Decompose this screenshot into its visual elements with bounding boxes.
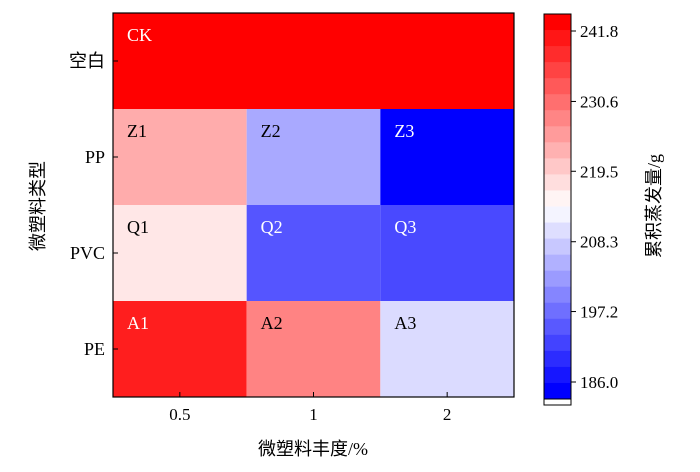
colorbar-swatch — [544, 46, 571, 63]
colorbar-swatch — [544, 222, 571, 240]
heatmap-cell-a1 — [113, 301, 247, 397]
heatmap-cell-z1 — [113, 109, 247, 205]
colorbar-swatch — [544, 126, 571, 143]
colorbar-swatch — [544, 286, 571, 304]
cell-label-q1: Q1 — [127, 217, 149, 237]
cell-label-z1: Z1 — [127, 121, 147, 141]
colorbar-swatch — [544, 254, 571, 272]
heatmap-cell-z2 — [246, 109, 381, 205]
colorbar-tick-label: 230.6 — [580, 92, 618, 111]
cell-label-ck: CK — [127, 25, 152, 45]
y-axis-label: 微塑料类型 — [28, 161, 48, 251]
colorbar-swatch — [544, 318, 571, 336]
colorbar-swatch — [544, 30, 571, 47]
y-tick-label: PVC — [70, 243, 105, 263]
heatmap-cell-z3 — [380, 109, 514, 205]
cell-label-z2: Z2 — [261, 121, 281, 141]
colorbar-tick-label: 219.5 — [580, 162, 618, 181]
heatmap-cell-ck — [113, 13, 514, 109]
cell-label-z3: Z3 — [394, 121, 414, 141]
colorbar-swatch — [544, 142, 571, 159]
colorbar-swatch — [544, 334, 571, 352]
colorbar-swatch — [544, 366, 571, 384]
y-tick-label: PP — [85, 147, 105, 167]
y-tick-label: 空白 — [69, 51, 105, 71]
colorbar-swatch — [544, 350, 571, 368]
x-tick-label: 2 — [443, 405, 452, 424]
cell-label-a2: A2 — [261, 313, 283, 333]
cell-label-q3: Q3 — [394, 217, 416, 237]
heatmap-cells: CK Z1 Z2 Z3 Q1 Q2 Q3 A1 A2 A3 — [113, 13, 514, 397]
colorbar-swatch — [544, 382, 571, 400]
colorbar-swatch — [544, 110, 571, 127]
heatmap-cell-a2 — [246, 301, 381, 397]
colorbar-swatch — [544, 302, 571, 320]
x-tick-label: 1 — [309, 405, 318, 424]
heatmap-cell-q1 — [113, 205, 247, 301]
cell-label-a3: A3 — [394, 313, 416, 333]
colorbar-swatch — [544, 270, 571, 288]
colorbar-swatch — [544, 78, 571, 95]
colorbar-swatch — [544, 94, 571, 111]
colorbar-tick-label: 197.2 — [580, 303, 618, 322]
colorbar-label: 累积蒸发量/g — [644, 154, 664, 258]
cell-label-a1: A1 — [127, 313, 149, 333]
colorbar-tick-label: 241.8 — [580, 22, 618, 41]
cell-label-q2: Q2 — [261, 217, 283, 237]
colorbar-swatch — [544, 206, 571, 224]
colorbar-tick-label: 208.3 — [580, 233, 618, 252]
colorbar-tick-label: 186.0 — [580, 373, 618, 392]
x-tick-label: 0.5 — [169, 405, 190, 424]
colorbar-swatch — [544, 62, 571, 79]
colorbar-bottom-cap — [543, 398, 572, 406]
colorbar-swatch — [544, 190, 571, 207]
axes: 0.5 1 2 空白 PP PVC PE — [69, 51, 451, 424]
heatmap-cell-q3 — [380, 205, 514, 301]
heatmap-cell-a3 — [380, 301, 514, 397]
colorbar: 186.0 197.2 208.3 219.5 230.6 241.8 — [543, 13, 618, 406]
colorbar-swatch — [544, 238, 571, 256]
heatmap-cell-q2 — [246, 205, 381, 301]
colorbar-swatch — [544, 174, 571, 191]
y-tick-label: PE — [84, 339, 105, 359]
x-axis-label: 微塑料丰度/% — [258, 439, 368, 459]
colorbar-swatch — [544, 14, 571, 31]
colorbar-swatch — [544, 158, 571, 175]
